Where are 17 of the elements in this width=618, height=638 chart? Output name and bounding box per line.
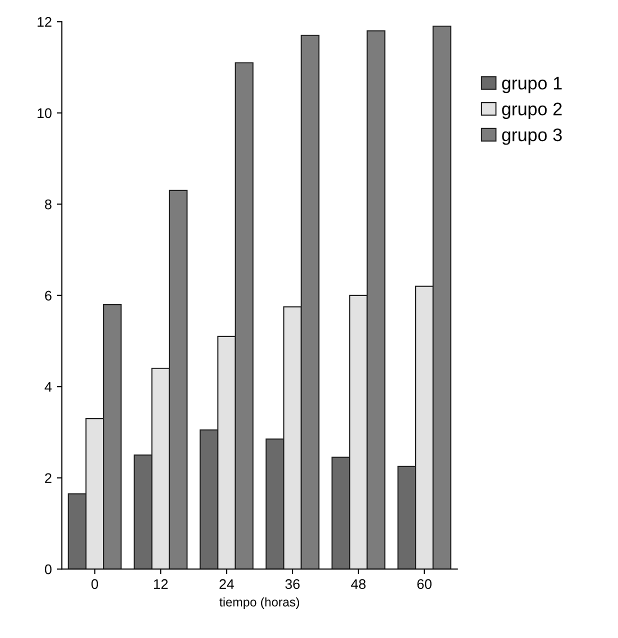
x-axis-title: tiempo (horas): [219, 597, 300, 609]
y-tick-label: 2: [45, 473, 52, 483]
y-tick-label: 4: [44, 382, 52, 392]
x-tick-label: 0: [91, 579, 98, 590]
x-tick-label: 12: [154, 579, 168, 589]
legend-label: grupo 1: [502, 76, 562, 94]
x-tick-label: 24: [220, 579, 234, 589]
legend-label: grupo 2: [502, 102, 562, 119]
x-tick-label: 48: [351, 579, 366, 590]
legend-label: grupo 3: [502, 128, 562, 145]
x-tick-label: 36: [285, 579, 300, 590]
y-tick-label: 10: [38, 108, 52, 118]
x-tick-label: 60: [417, 579, 432, 590]
y-tick-label: 6: [45, 290, 52, 301]
y-tick-label: 8: [44, 199, 52, 210]
y-tick-label: 12: [38, 17, 52, 27]
y-tick-label: 0: [44, 564, 52, 574]
